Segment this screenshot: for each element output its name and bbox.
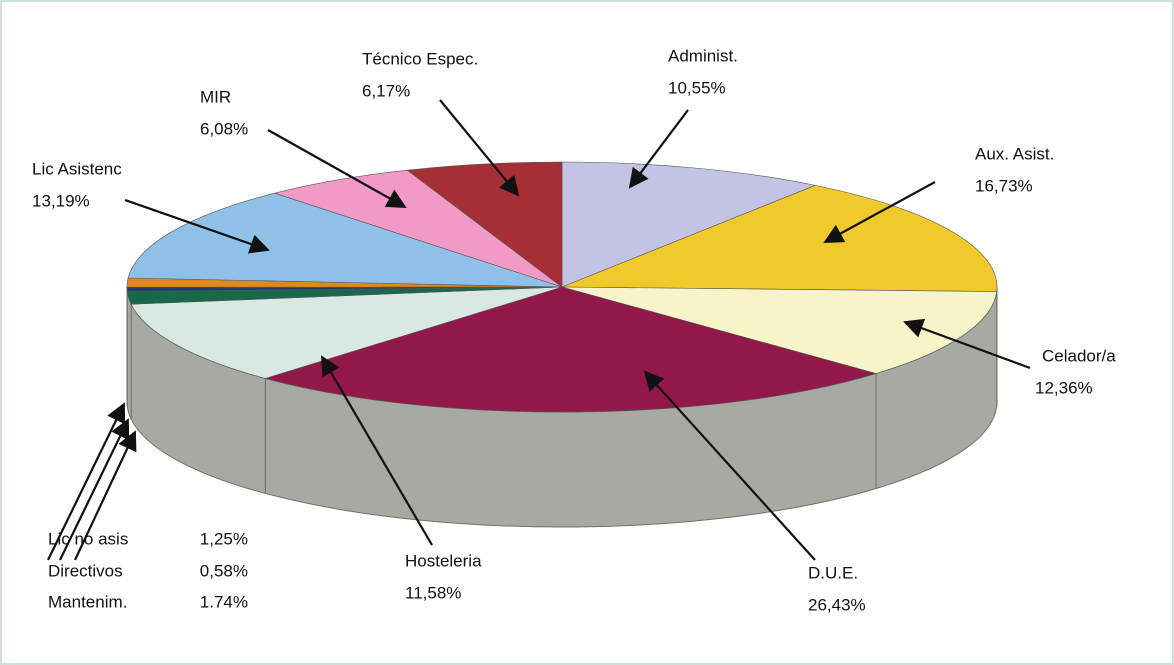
slice-value: 0,58%	[200, 561, 248, 580]
slice-name: Lic Asistenc	[32, 159, 122, 178]
slice-name: D.U.E.	[808, 563, 858, 582]
label-arrow	[321, 355, 433, 546]
label-arrow	[643, 370, 816, 561]
slice-value: 10,55%	[668, 78, 726, 97]
pie-slice	[264, 286, 878, 413]
pie-side	[126, 291, 132, 420]
slice-value: 1.74%	[200, 592, 248, 611]
slice-name: Técnico Espec.	[362, 49, 478, 68]
label-arrow	[74, 430, 137, 561]
slice-value: 13,19%	[32, 191, 90, 210]
label-arrow	[59, 418, 130, 561]
slice-name: Celador/a	[1042, 346, 1116, 365]
label-arrow	[124, 198, 270, 254]
label-arrow	[628, 109, 689, 189]
pie-slice	[561, 185, 998, 292]
pie-slice	[273, 169, 563, 288]
label-arrow	[267, 129, 407, 208]
slice-value: 16,73%	[975, 176, 1033, 195]
label-arrow	[823, 181, 936, 243]
slice-value: 11,58%	[405, 583, 461, 602]
slice-name: MIR	[200, 87, 231, 106]
slice-name: Aux. Asist.	[975, 144, 1054, 163]
slice-value: 26,43%	[808, 595, 866, 614]
slice-value: 6,08%	[200, 119, 248, 138]
pie-slice	[130, 286, 563, 379]
label-arrow	[903, 318, 1031, 370]
pie-slice	[406, 161, 563, 288]
slice-name: Mantenim.	[48, 592, 127, 611]
slice-name: Hosteleria	[405, 551, 482, 570]
slice-value: 6,17%	[362, 81, 410, 100]
pie-slice	[561, 161, 817, 288]
label-arrow	[47, 402, 126, 561]
label-arrow	[439, 99, 520, 197]
pie-slice	[561, 286, 998, 374]
slice-value: 1,25%	[200, 529, 248, 548]
pie-slice	[127, 192, 563, 288]
slice-name: Lic no asis	[48, 529, 128, 548]
slice-value: 12,36%	[1035, 378, 1093, 397]
slice-name: Administ.	[668, 46, 738, 65]
slice-name: Directivos	[48, 561, 123, 580]
